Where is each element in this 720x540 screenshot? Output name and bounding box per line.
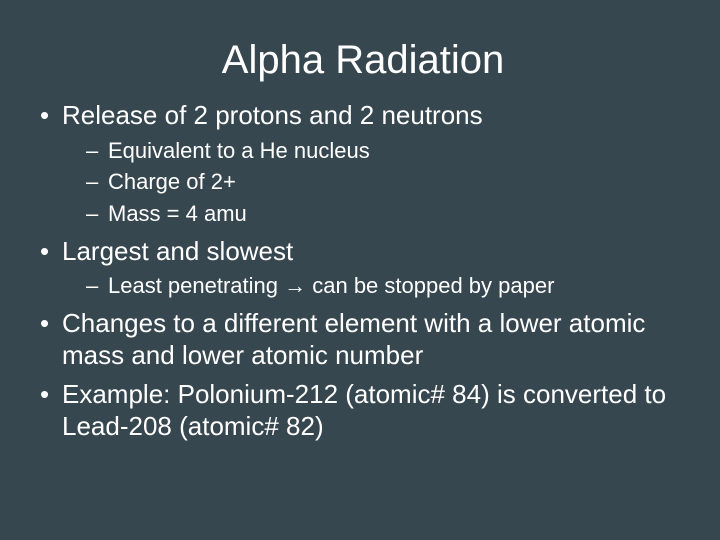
sub-bullet-text: Least penetrating → can be stopped by pa… xyxy=(108,273,554,298)
bullet-text: Largest and slowest xyxy=(62,236,293,266)
sub-bullet-text: Charge of 2+ xyxy=(108,169,236,194)
sub-bullet-list: Least penetrating → can be stopped by pa… xyxy=(62,271,690,301)
slide: Alpha Radiation Release of 2 protons and… xyxy=(0,0,720,540)
bullet-item: Largest and slowest Least penetrating → … xyxy=(36,235,690,301)
bullet-list: Release of 2 protons and 2 neutrons Equi… xyxy=(36,99,690,443)
sub-bullet-item: Equivalent to a He nucleus xyxy=(62,136,690,166)
bullet-item: Example: Polonium-212 (atomic# 84) is co… xyxy=(36,378,690,443)
bullet-item: Release of 2 protons and 2 neutrons Equi… xyxy=(36,99,690,229)
bullet-text: Release of 2 protons and 2 neutrons xyxy=(62,100,483,130)
sub-bullet-item: Least penetrating → can be stopped by pa… xyxy=(62,271,690,301)
bullet-text: Changes to a different element with a lo… xyxy=(62,308,645,371)
sub-bullet-text: Mass = 4 amu xyxy=(108,201,247,226)
sub-bullet-list: Equivalent to a He nucleus Charge of 2+ … xyxy=(62,136,690,229)
slide-title: Alpha Radiation xyxy=(36,38,690,83)
sub-bullet-item: Charge of 2+ xyxy=(62,167,690,197)
sub-bullet-item: Mass = 4 amu xyxy=(62,199,690,229)
bullet-text: Example: Polonium-212 (atomic# 84) is co… xyxy=(62,379,666,442)
sub-bullet-text: Equivalent to a He nucleus xyxy=(108,138,370,163)
bullet-item: Changes to a different element with a lo… xyxy=(36,307,690,372)
